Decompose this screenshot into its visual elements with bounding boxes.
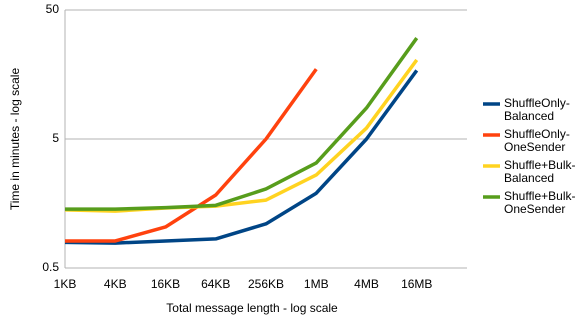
series-line: [64, 58, 419, 213]
x-tick-label: 256KB: [248, 277, 284, 291]
x-axis-label: Total message length - log scale: [166, 301, 338, 315]
x-tick-label: 16MB: [401, 277, 432, 291]
legend-label: ShuffleOnly-Balanced: [504, 96, 570, 123]
x-tick-label: 1KB: [54, 277, 77, 291]
y-tick-label: 50: [46, 2, 60, 16]
legend-label: Shuffle+Bulk-OneSender: [504, 189, 576, 216]
y-tick-label: 5: [52, 131, 59, 145]
legend-label: Shuffle+Bulk-Balanced: [504, 158, 576, 185]
series-line: [64, 69, 419, 245]
y-axis-label: Time in minutes - log scale: [8, 68, 22, 211]
x-tick-label: 64KB: [201, 277, 230, 291]
x-tick-label: 4MB: [354, 277, 379, 291]
series-line: [65, 68, 318, 243]
y-tick-label: 0.5: [42, 260, 59, 274]
x-tick-label: 4KB: [104, 277, 127, 291]
series-line: [65, 37, 419, 211]
legend-label: ShuffleOnly-OneSender: [504, 127, 570, 154]
x-tick-label: 1MB: [304, 277, 329, 291]
x-tick-label: 16KB: [151, 277, 180, 291]
